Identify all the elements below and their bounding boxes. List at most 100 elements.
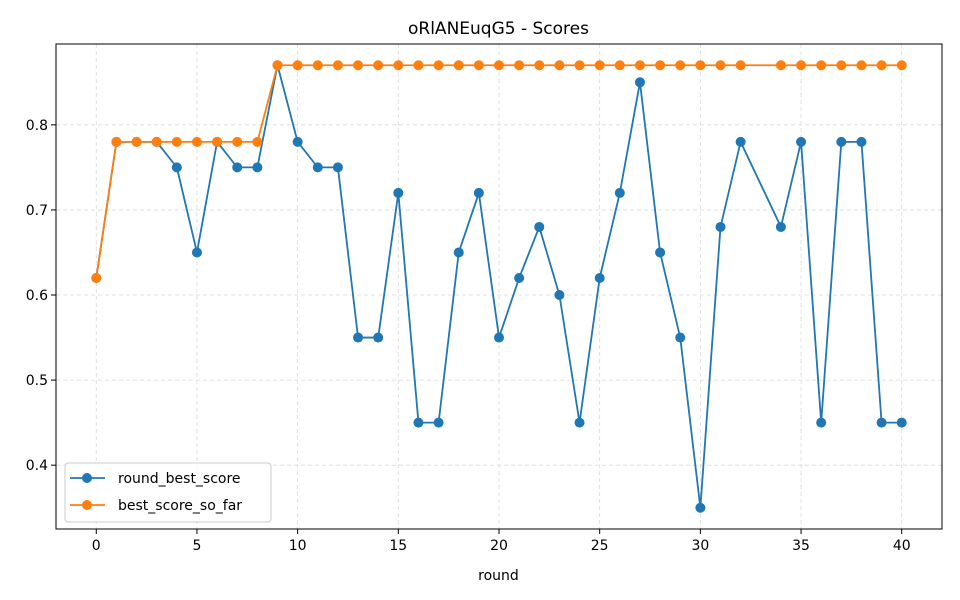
data-point — [373, 332, 384, 343]
data-point — [655, 60, 666, 71]
data-point — [171, 162, 182, 173]
data-point — [715, 221, 726, 232]
data-point — [554, 290, 565, 301]
x-tick-label: 15 — [389, 538, 407, 554]
axes: 0 5 10 15 20 25 30 35 40 0.4 0.5 0.6 0.7 0.8 — [26, 43, 943, 554]
data-point — [252, 136, 263, 147]
data-point — [856, 136, 867, 147]
data-point — [614, 187, 625, 198]
data-point — [453, 247, 464, 258]
data-point — [191, 247, 202, 258]
data-point — [353, 332, 364, 343]
legend-marker — [82, 473, 92, 483]
y-tick-label: 0.7 — [26, 203, 48, 219]
x-tick-label: 35 — [792, 538, 810, 554]
data-point — [655, 247, 666, 258]
data-point — [735, 60, 746, 71]
x-tick-label: 5 — [192, 538, 201, 554]
data-point — [796, 60, 807, 71]
data-point — [514, 272, 525, 283]
legend-label: best_score_so_far — [118, 498, 242, 514]
data-point — [393, 187, 404, 198]
x-tick-label: 0 — [92, 538, 101, 554]
data-point — [775, 60, 786, 71]
data-point — [695, 502, 706, 513]
data-point — [332, 162, 343, 173]
data-point — [473, 60, 484, 71]
series-line — [95, 64, 902, 509]
y-tick-label: 0.8 — [26, 118, 48, 134]
x-tick-label: 10 — [289, 538, 307, 554]
legend-box — [64, 462, 272, 523]
data-point — [534, 60, 545, 71]
data-point — [191, 136, 202, 147]
legend-label: round_best_score — [118, 471, 241, 487]
data-point — [393, 60, 404, 71]
data-point — [715, 60, 726, 71]
data-point — [876, 417, 887, 428]
series-best_score_so_far — [91, 60, 907, 283]
y-tick-label: 0.6 — [26, 288, 48, 304]
data-point — [373, 60, 384, 71]
data-point — [836, 60, 847, 71]
data-point — [212, 136, 223, 147]
data-point — [856, 60, 867, 71]
data-point — [232, 162, 243, 173]
data-point — [232, 136, 243, 147]
data-point — [836, 136, 847, 147]
x-tick-label: 30 — [691, 538, 709, 554]
data-point — [796, 136, 807, 147]
data-point — [272, 60, 283, 71]
data-point — [634, 77, 645, 88]
data-point — [91, 272, 102, 283]
x-tick-label: 40 — [893, 538, 911, 554]
series-line — [95, 64, 902, 279]
data-point — [775, 221, 786, 232]
data-point — [614, 60, 625, 71]
data-point — [131, 136, 142, 147]
x-tick-label: 25 — [591, 538, 609, 554]
data-point — [252, 162, 263, 173]
data-point — [111, 136, 122, 147]
data-point — [332, 60, 343, 71]
data-point — [494, 332, 504, 343]
data-point — [634, 60, 645, 71]
data-point — [675, 332, 686, 343]
data-point — [494, 60, 504, 71]
data-point — [695, 60, 706, 71]
data-point — [594, 60, 605, 71]
series-layer — [91, 60, 907, 513]
data-point — [353, 60, 364, 71]
data-point — [675, 60, 686, 71]
data-point — [816, 417, 827, 428]
data-point — [292, 60, 303, 71]
data-point — [534, 221, 545, 232]
data-point — [292, 136, 303, 147]
data-point — [413, 417, 424, 428]
data-point — [473, 187, 484, 198]
legend: round_best_score best_score_so_far — [64, 462, 272, 523]
data-point — [574, 60, 585, 71]
data-point — [816, 60, 827, 71]
data-point — [312, 162, 323, 173]
data-point — [574, 417, 585, 428]
chart-title: oRlANEuqG5 - Scores — [408, 19, 589, 39]
data-point — [554, 60, 565, 71]
data-point — [876, 60, 887, 71]
x-tick-label: 20 — [490, 538, 508, 554]
x-axis-label: round — [478, 568, 519, 584]
legend-marker — [82, 500, 92, 510]
data-point — [171, 136, 182, 147]
data-point — [896, 60, 907, 71]
data-point — [896, 417, 907, 428]
data-point — [594, 272, 605, 283]
y-tick-label: 0.5 — [26, 373, 48, 389]
data-point — [312, 60, 323, 71]
data-point — [433, 417, 444, 428]
data-point — [151, 136, 162, 147]
y-tick-label: 0.4 — [26, 458, 48, 474]
data-point — [735, 136, 746, 147]
data-point — [453, 60, 464, 71]
data-point — [433, 60, 444, 71]
